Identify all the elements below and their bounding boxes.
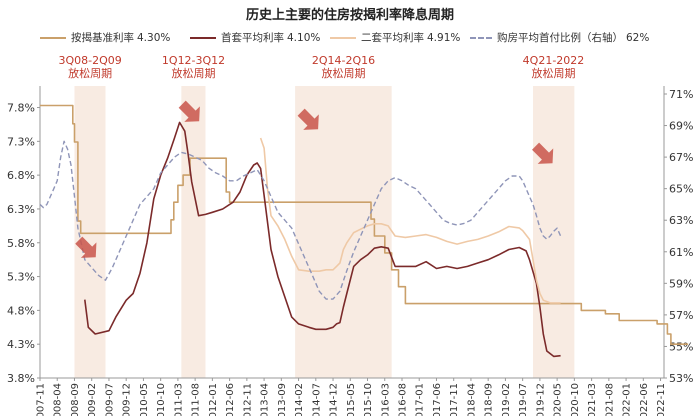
- y-left-tick-label-7: 7.3%: [7, 135, 35, 148]
- period-label-text: 放松周期: [531, 67, 576, 80]
- x-tick-label-5: 2009-12: [122, 383, 133, 416]
- x-tick-label-26: 2018-09: [484, 383, 495, 416]
- period-label-range: 3Q08-2Q09: [58, 54, 122, 67]
- legend-swatch-second-home-rate: [330, 36, 356, 39]
- x-tick-label-10: 2012-01: [208, 383, 219, 416]
- y-right-tick-label-3: 59%: [669, 277, 693, 290]
- chart-title: 历史上主要的住房按揭利率降息周期: [245, 8, 454, 23]
- x-tick-label-34: 2022-01: [622, 383, 633, 416]
- down-arrow-icon: [297, 108, 319, 130]
- x-tick-label-24: 2017-11: [449, 383, 460, 416]
- y-left-tick-label-0: 3.8%: [7, 372, 35, 385]
- down-arrow-icon: [75, 236, 97, 258]
- x-tick-label-14: 2013-09: [277, 383, 288, 416]
- y-left-tick-label-3: 5.3%: [7, 271, 35, 284]
- legend-item-base-rate: 按揭基准利率 4.30%: [40, 30, 170, 45]
- y-left-tick-label-5: 6.3%: [7, 203, 35, 216]
- x-tick-label-1: 2008-04: [53, 383, 64, 416]
- x-tick-label-30: 2020-05: [553, 383, 564, 416]
- legend-label-second-home-rate: 二套平均利率: [361, 32, 424, 44]
- y-left-tick-label-8: 7.8%: [7, 102, 35, 115]
- x-tick-label-11: 2012-06: [225, 383, 236, 416]
- x-tick-label-35: 2022-06: [639, 383, 650, 416]
- y-right-tick-label-1: 55%: [669, 340, 693, 353]
- legend-label-base-rate: 按揭基准利率: [71, 32, 134, 44]
- y-right-tick-label-5: 63%: [669, 214, 693, 227]
- shaded-period-1: [181, 86, 206, 378]
- x-tick-label-0: 2007-11: [36, 383, 47, 416]
- y-left-tick-label-2: 4.8%: [7, 304, 35, 317]
- y-right-tick-label-0: 53%: [669, 372, 693, 385]
- legend-item-down-payment: 购房平均首付比例 （右轴） 62%: [470, 30, 649, 45]
- y-right-tick-label-9: 71%: [669, 88, 693, 101]
- legend-value-base-rate: 4.30%: [137, 31, 171, 44]
- legend-value-second-home-rate: 4.91%: [427, 31, 461, 44]
- period-label-range: 2Q14-2Q16: [311, 54, 376, 67]
- period-label-0: 3Q08-2Q09 放松周期: [58, 54, 121, 80]
- down-arrow-icon: [532, 142, 554, 164]
- legend-axis-right: 右轴: [591, 32, 613, 44]
- y-right-tick-label-7: 67%: [669, 151, 693, 164]
- y-left-tick-label-6: 6.8%: [7, 169, 35, 182]
- x-tick-label-17: 2014-12: [329, 383, 340, 416]
- x-tick-label-13: 2013-04: [260, 383, 271, 416]
- x-tick-label-18: 2015-05: [346, 383, 357, 416]
- x-tick-label-29: 2019-12: [535, 383, 546, 416]
- x-tick-label-32: 2021-03: [587, 383, 598, 416]
- x-tick-label-23: 2017-06: [432, 383, 443, 416]
- y-right-tick-label-2: 57%: [669, 309, 693, 322]
- line-second-home-rate: [259, 137, 561, 304]
- x-tick-label-4: 2009-07: [104, 383, 115, 416]
- shaded-period-3: [532, 86, 575, 378]
- y-left-tick-label-1: 4.3%: [7, 338, 35, 351]
- period-label-text: 放松周期: [68, 67, 113, 80]
- line-first-home-rate: [84, 121, 561, 358]
- y-right-tick-label-8: 69%: [669, 120, 693, 133]
- x-tick-label-9: 2011-08: [191, 383, 202, 416]
- period-label-2: 2Q14-2Q16 放松周期: [312, 54, 375, 80]
- x-tick-label-8: 2011-03: [173, 383, 184, 416]
- y-left-tick-label-4: 5.8%: [7, 237, 35, 250]
- x-tick-label-20: 2016-03: [380, 383, 391, 416]
- legend-swatch-first-home-rate: [190, 36, 216, 39]
- x-tick-label-22: 2017-01: [415, 383, 426, 416]
- y-right-tick-label-6: 65%: [669, 183, 693, 196]
- x-tick-label-31: 2020-10: [570, 383, 581, 416]
- x-tick-label-6: 2010-05: [139, 383, 150, 416]
- shaded-period-2: [295, 86, 392, 378]
- legend-item-first-home-rate: 首套平均利率 4.10%: [190, 30, 320, 45]
- legend-value-down-payment: 62%: [626, 31, 650, 44]
- legend-item-second-home-rate: 二套平均利率 4.91%: [330, 30, 460, 45]
- x-tick-label-36: 2022-11: [656, 383, 667, 416]
- x-tick-label-15: 2014-02: [294, 383, 305, 416]
- x-tick-label-33: 2021-08: [604, 383, 615, 416]
- x-tick-label-7: 2010-10: [156, 383, 167, 416]
- period-label-text: 放松周期: [171, 67, 216, 80]
- period-label-1: 1Q12-3Q12 放松周期: [162, 54, 225, 80]
- x-tick-label-27: 2019-02: [501, 383, 512, 416]
- down-arrow-icon: [178, 100, 200, 122]
- x-tick-label-25: 2018-04: [466, 383, 477, 416]
- period-label-range: 1Q12-3Q12: [161, 54, 226, 67]
- chart-legend: 按揭基准利率 4.30% 首套平均利率 4.10% 二套平均利率 4.91% 购…: [40, 30, 700, 46]
- legend-value-first-home-rate: 4.10%: [287, 31, 321, 44]
- x-tick-label-21: 2016-08: [397, 383, 408, 416]
- x-tick-label-19: 2015-10: [363, 383, 374, 416]
- x-tick-label-2: 2008-09: [70, 383, 81, 416]
- legend-label-down-payment: 购房平均首付比例: [497, 32, 581, 44]
- shaded-period-0: [74, 86, 106, 378]
- x-tick-label-12: 2012-11: [242, 383, 253, 416]
- period-label-range: 4Q21-2022: [522, 54, 585, 67]
- x-tick-label-16: 2014-07: [311, 383, 322, 416]
- period-label-3: 4Q21-2022 放松周期: [523, 54, 585, 80]
- x-tick-label-3: 2009-02: [87, 383, 98, 416]
- line-down-payment-ratio: [39, 140, 562, 300]
- legend-label-first-home-rate: 首套平均利率: [221, 32, 284, 44]
- x-tick-label-28: 2019-07: [518, 383, 529, 416]
- y-right-tick-label-4: 61%: [669, 246, 693, 259]
- legend-swatch-down-payment: [470, 36, 492, 39]
- legend-swatch-base-rate: [40, 36, 66, 39]
- period-label-text: 放松周期: [321, 67, 366, 80]
